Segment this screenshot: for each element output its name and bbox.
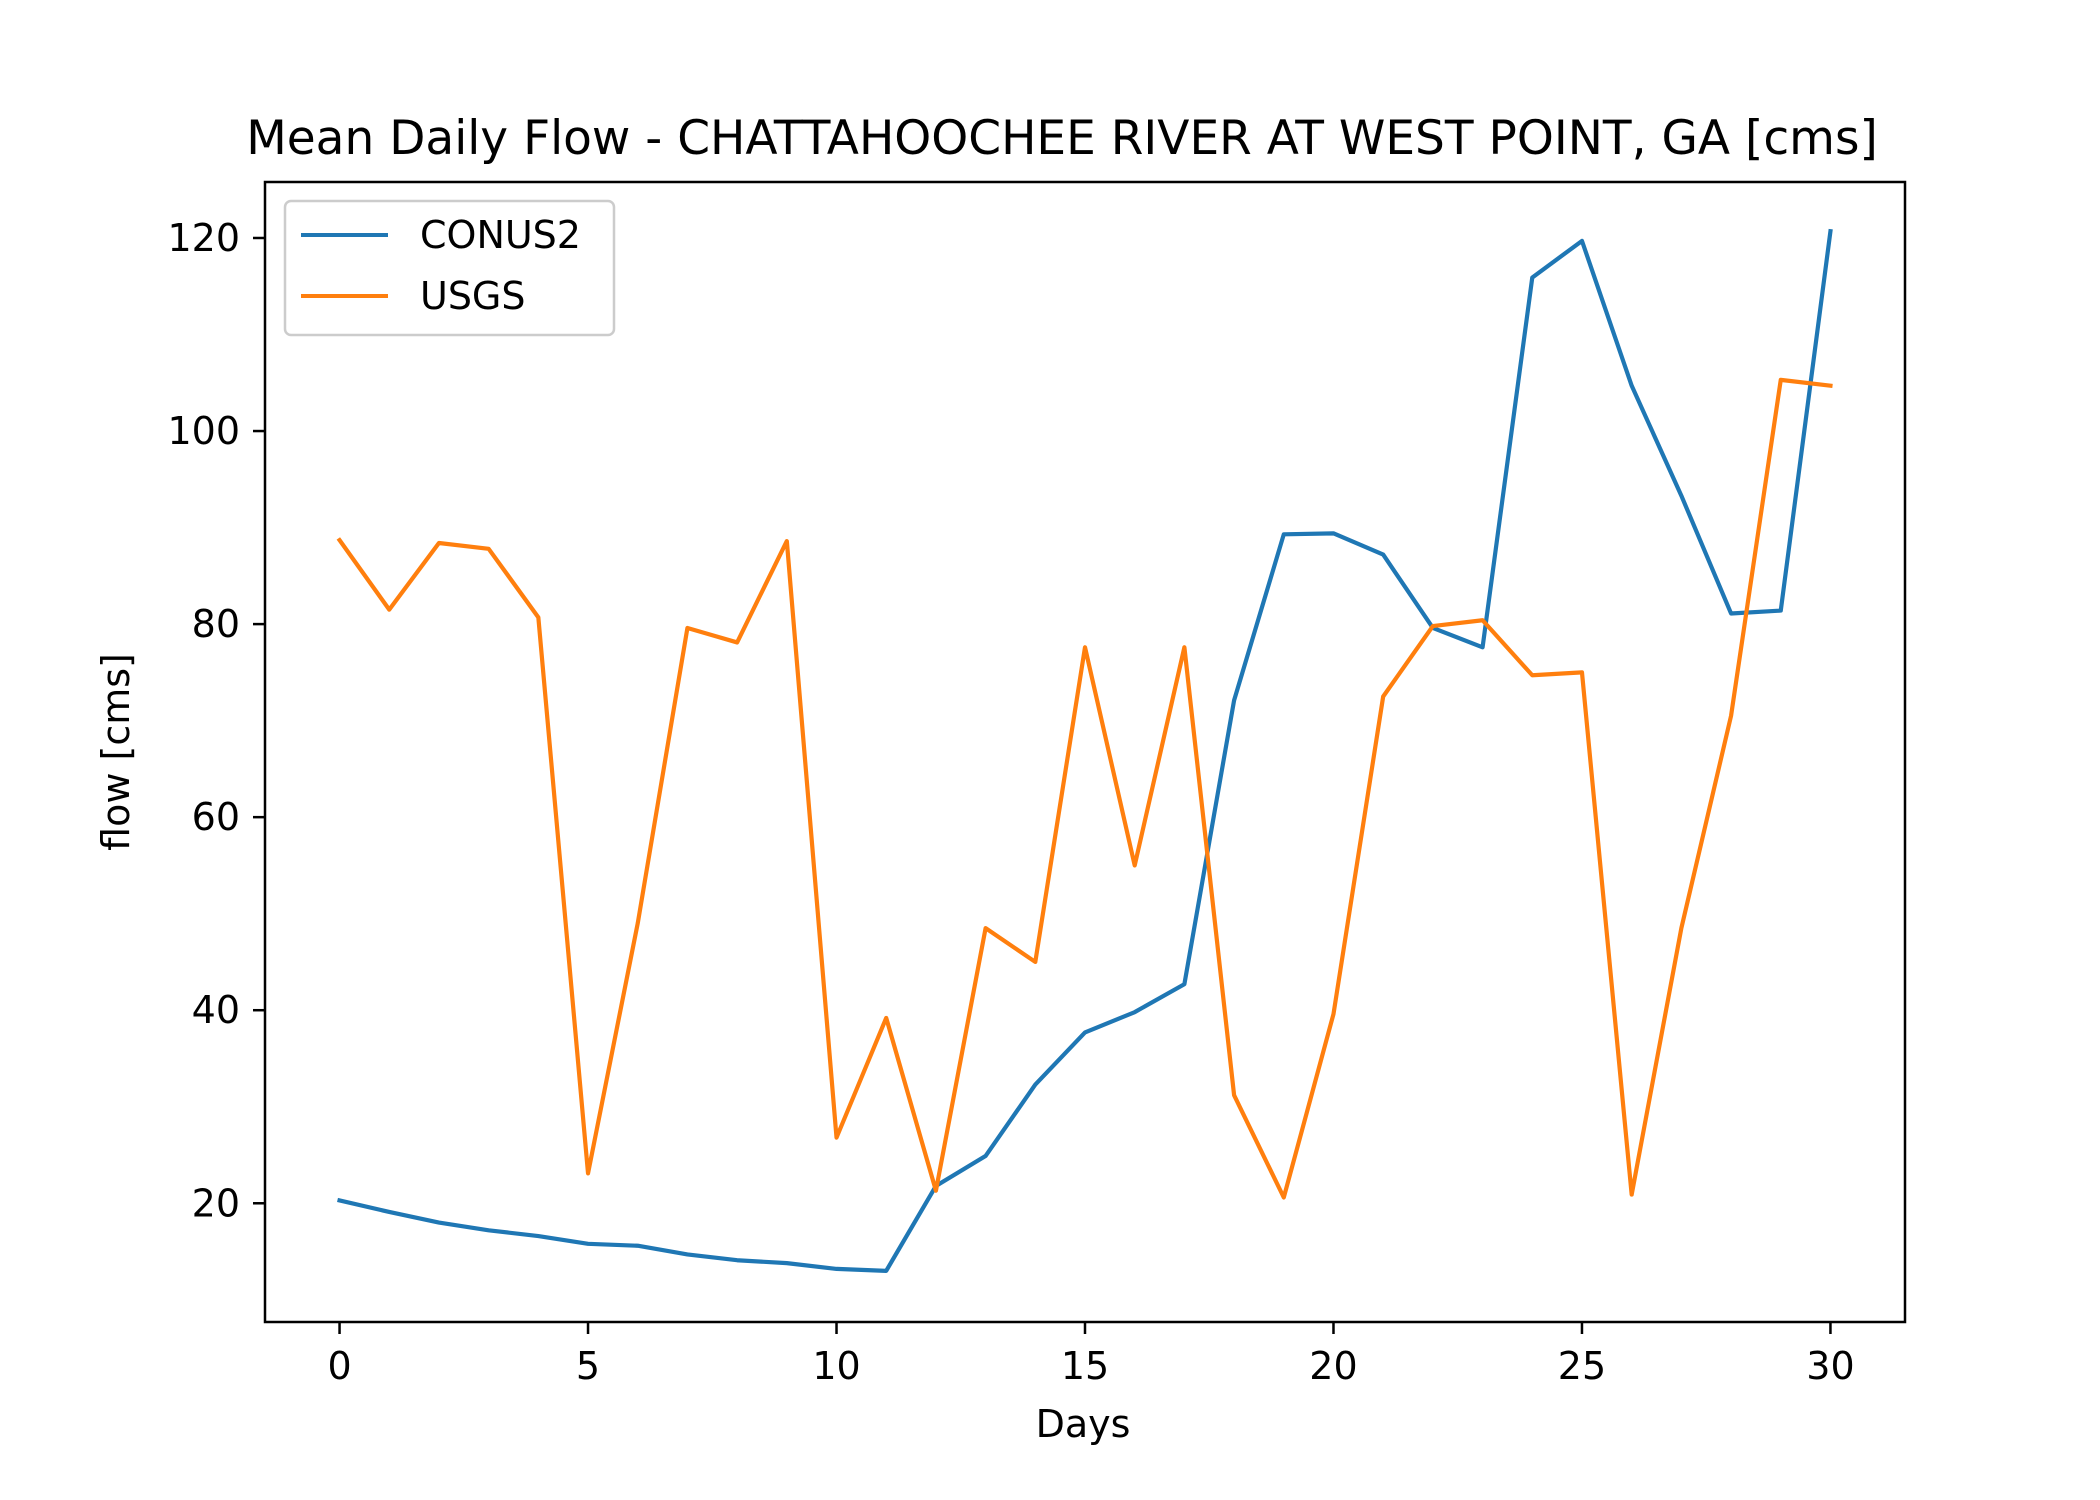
x-tick-label: 25 [1558, 1344, 1606, 1388]
plot-area-frame [263, 180, 1907, 1324]
x-tick-label: 10 [812, 1344, 860, 1388]
y-tick-label: 60 [192, 795, 240, 839]
legend-label-usgs: USGS [420, 274, 526, 318]
y-tick-label: 120 [167, 216, 240, 260]
y-axis-label: flow [cms] [94, 653, 138, 851]
y-axis-ticks: 20 40 60 80 100 120 [167, 216, 265, 1225]
chart-title: Mean Daily Flow - CHATTAHOOCHEE RIVER AT… [246, 111, 1878, 166]
x-axis-ticks: 0 5 10 15 20 25 30 [327, 1322, 1855, 1388]
y-tick-label: 40 [192, 988, 240, 1032]
x-tick-label: 30 [1806, 1344, 1854, 1388]
x-axis-label: Days [1036, 1402, 1131, 1446]
series-layer [336, 228, 1833, 1273]
y-tick-label: 100 [167, 409, 240, 453]
x-tick-label: 20 [1309, 1344, 1357, 1388]
x-tick-label: 0 [327, 1344, 351, 1388]
legend-label-conus2: CONUS2 [420, 213, 581, 257]
y-tick-label: 80 [192, 602, 240, 646]
x-tick-label: 15 [1061, 1344, 1109, 1388]
legend: CONUS2 USGS [283, 199, 616, 337]
series-line-usgs [336, 377, 1833, 1200]
series-line-conus2 [337, 228, 1833, 1273]
x-tick-label: 5 [576, 1344, 600, 1388]
y-tick-label: 20 [192, 1181, 240, 1225]
